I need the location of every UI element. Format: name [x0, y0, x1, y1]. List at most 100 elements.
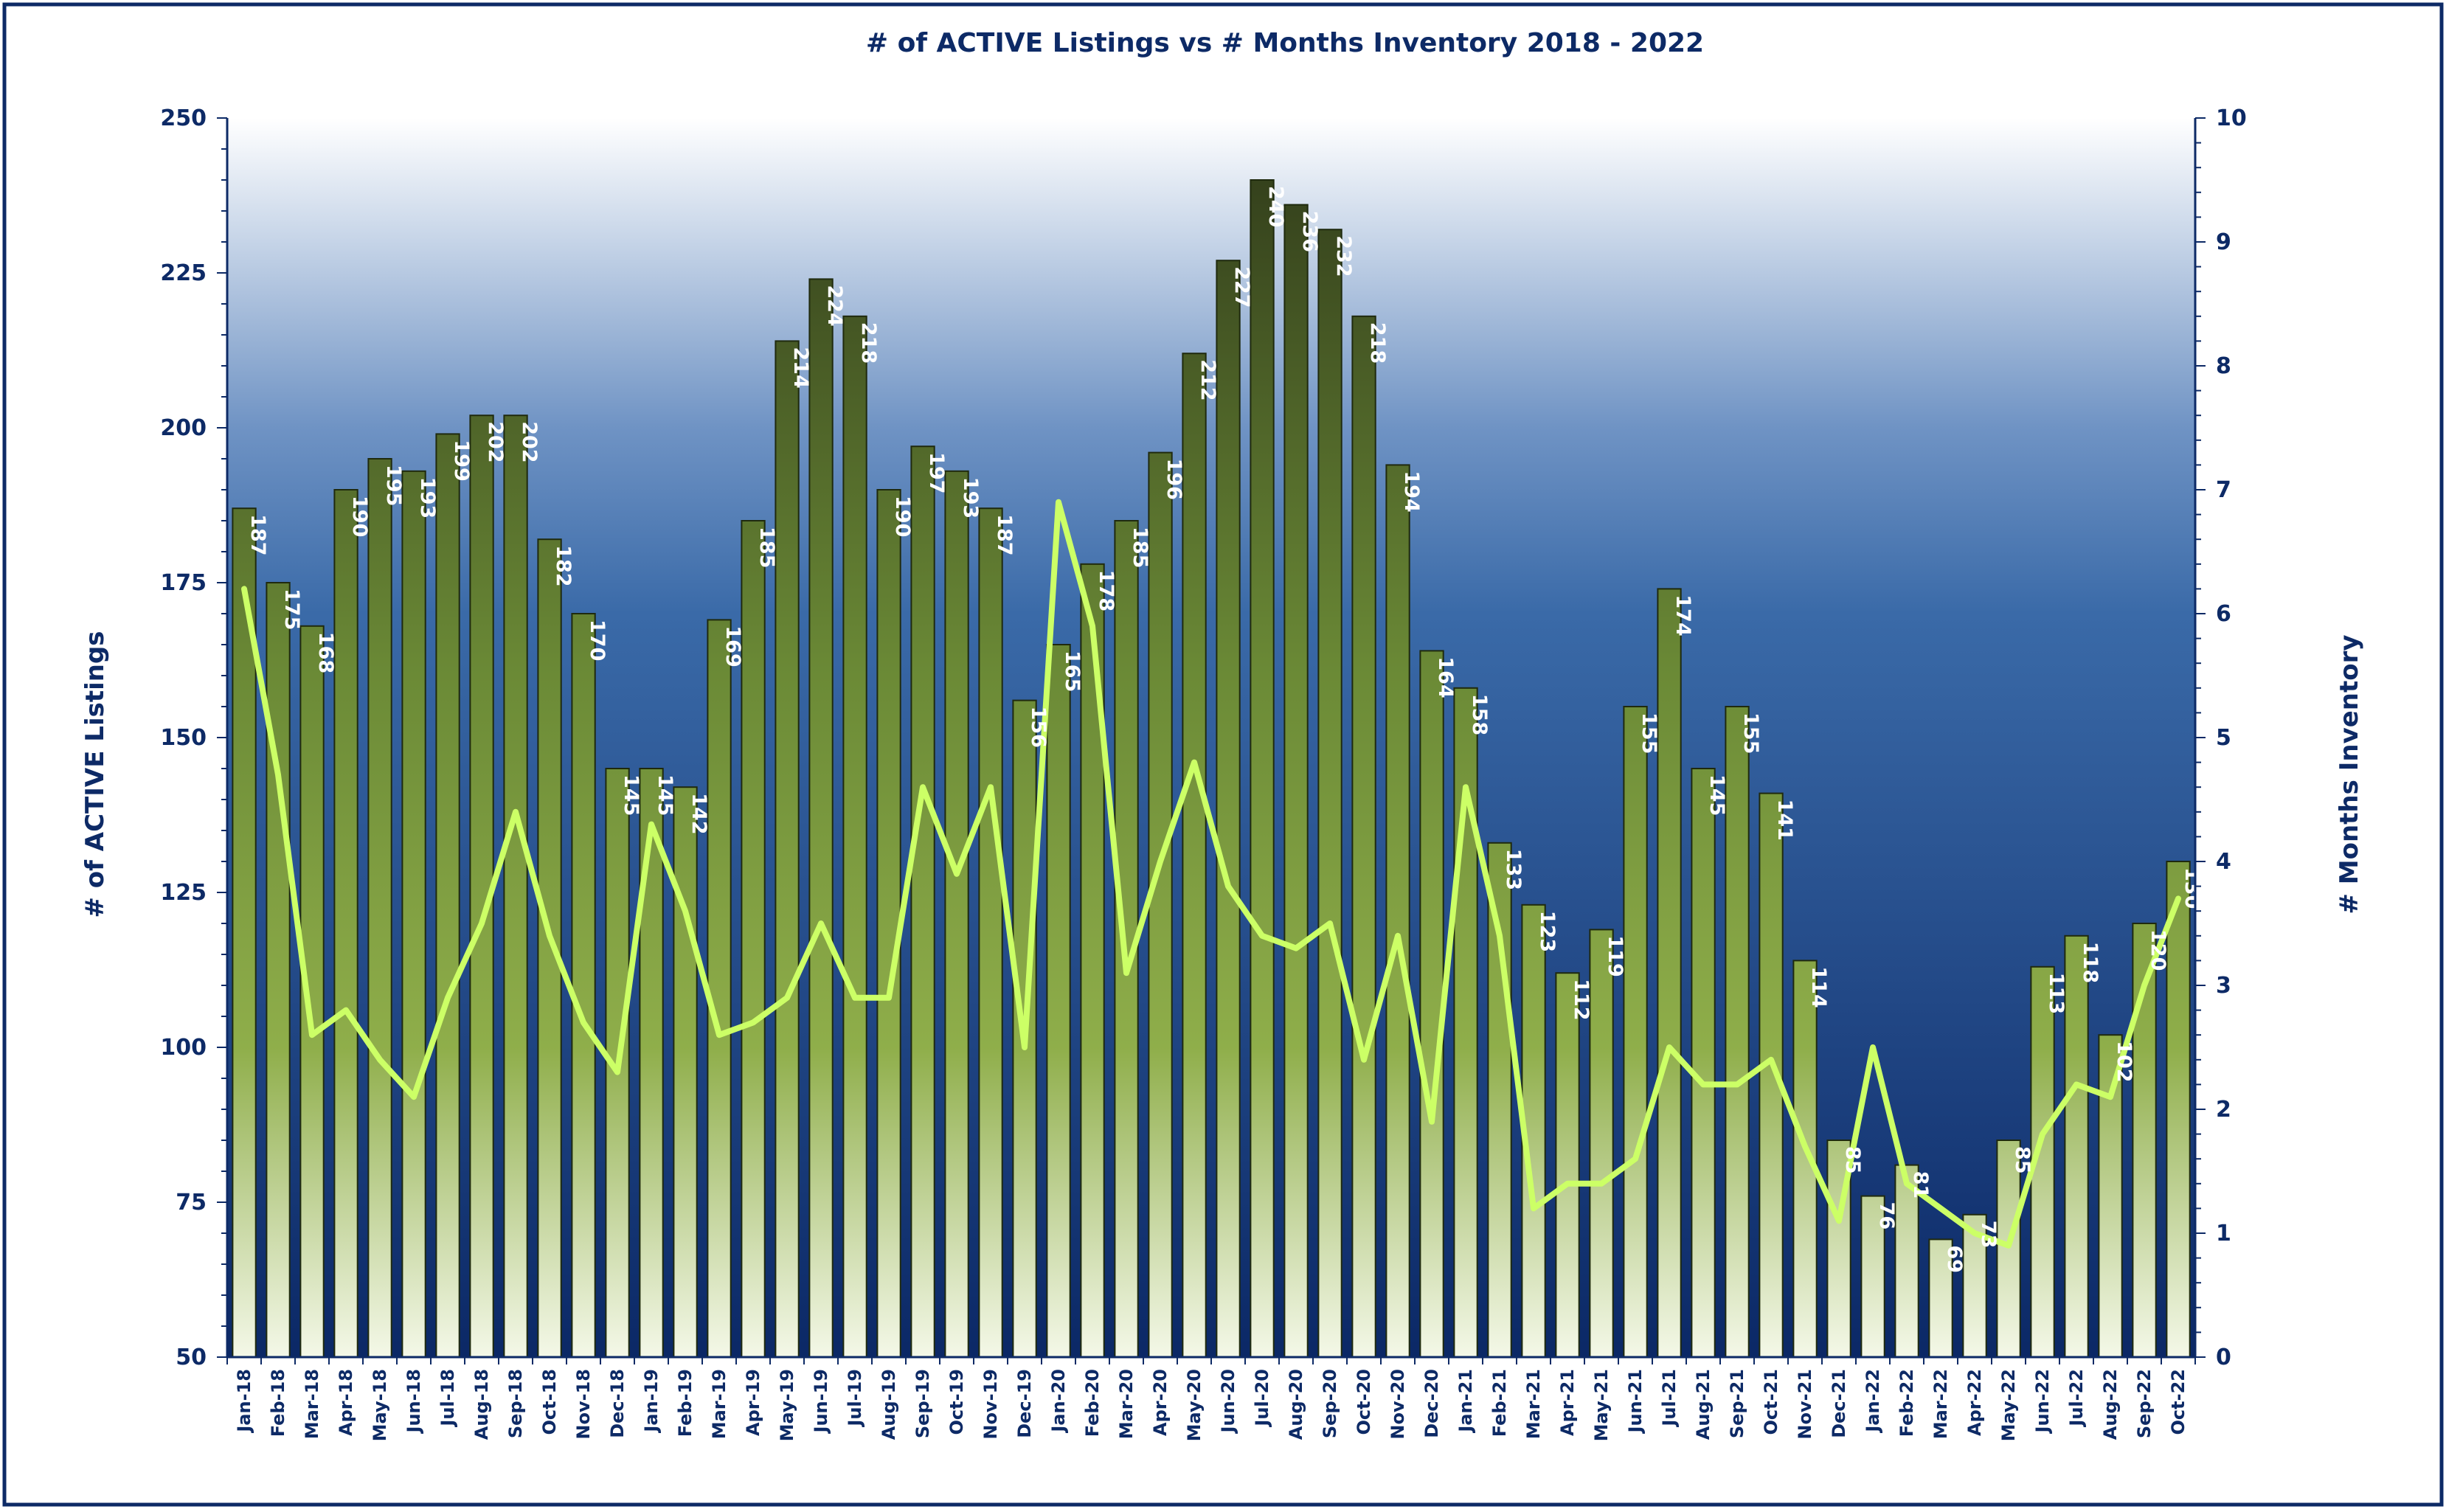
inventory-point: [1261, 934, 1263, 937]
inventory-point: [1872, 1047, 1874, 1048]
y-tick-label: 100: [160, 1035, 207, 1061]
bar-value-label: 194: [1400, 471, 1423, 512]
bar-value-label: 182: [552, 545, 575, 586]
x-tick-label: Dec-20: [1421, 1369, 1442, 1438]
inventory-point: [1906, 1182, 1908, 1185]
y2-tick-label: 5: [2216, 725, 2231, 751]
x-tick-label: Sep-21: [1727, 1369, 1747, 1438]
bar-jun-21: [1623, 706, 1648, 1358]
bar-jul-22: [2064, 934, 2089, 1359]
bar-aug-20: [1283, 204, 1309, 1359]
x-tick-label: Apr-20: [1150, 1369, 1171, 1436]
bar-value-label: 214: [789, 347, 812, 388]
inventory-point: [1431, 1120, 1432, 1123]
bar-value-label: 76: [1875, 1202, 1898, 1230]
bar-jan-20: [1046, 644, 1071, 1358]
bar-feb-21: [1487, 842, 1512, 1359]
bar-value-label: 169: [721, 625, 744, 667]
x-tick-label: Jan-22: [1863, 1369, 1883, 1434]
y-tick-label: 225: [160, 260, 207, 286]
bar-value-label: 145: [654, 774, 676, 816]
inventory-point: [752, 1022, 754, 1024]
bar-value-label: 202: [484, 421, 507, 462]
x-tick-label: Feb-19: [675, 1369, 696, 1437]
bar-jun-20: [1216, 260, 1241, 1359]
x-tick-label: Jun-22: [2032, 1369, 2053, 1434]
y-tick-label: 200: [160, 415, 207, 441]
inventory-point: [718, 1034, 720, 1036]
bar-feb-22: [1894, 1164, 1919, 1358]
inventory-point: [1635, 1158, 1636, 1160]
x-tick-label: Jan-20: [1048, 1369, 1069, 1434]
x-tick-label: Oct-20: [1354, 1369, 1374, 1435]
bar-value-label: 190: [891, 496, 914, 537]
bar-jan-22: [1860, 1195, 1885, 1358]
bar-value-label: 199: [450, 440, 473, 481]
inventory-point: [1193, 761, 1195, 763]
x-tick-label: Oct-19: [946, 1369, 967, 1435]
bar-jan-19: [639, 768, 664, 1358]
bar-value-label: 185: [1129, 527, 1151, 568]
x-tick-label: Aug-20: [1286, 1369, 1306, 1440]
inventory-point: [617, 1071, 618, 1073]
x-tick-label: Aug-19: [879, 1369, 899, 1440]
inventory-point: [651, 823, 652, 825]
inventory-point: [583, 1022, 584, 1024]
inventory-point: [1770, 1058, 1772, 1061]
bar-value-label: 112: [1570, 979, 1593, 1020]
bar-value-label: 164: [1434, 656, 1457, 698]
bar-value-label: 190: [348, 496, 371, 537]
x-tick-label: Jul-20: [1252, 1369, 1272, 1428]
inventory-point: [1024, 1047, 1025, 1048]
inventory-point: [2110, 1096, 2111, 1098]
x-tick-label: Jun-18: [403, 1369, 424, 1434]
bar-feb-18: [266, 582, 291, 1358]
bar-may-21: [1589, 929, 1614, 1358]
bar-value-label: 193: [959, 477, 982, 519]
inventory-point: [786, 996, 788, 999]
bar-aug-22: [2098, 1034, 2123, 1358]
bar-value-label: 145: [620, 774, 642, 816]
y2-tick-label: 8: [2216, 353, 2231, 379]
x-tick-label: Jun-20: [1218, 1369, 1238, 1434]
bar-aug-19: [876, 489, 901, 1358]
bar-value-label: 113: [2045, 973, 2068, 1014]
bar-sep-22: [2132, 923, 2157, 1358]
inventory-point: [854, 996, 856, 999]
x-tick-label: Aug-18: [471, 1369, 492, 1440]
x-tick-label: Mar-19: [709, 1369, 730, 1439]
bar-value-label: 218: [857, 322, 880, 364]
bar-sep-21: [1725, 706, 1750, 1358]
bar-nov-20: [1385, 464, 1410, 1358]
x-tick-label: Dec-21: [1829, 1369, 1849, 1438]
inventory-point: [1499, 934, 1500, 937]
bar-value-label: 158: [1468, 694, 1491, 735]
bar-value-label: 175: [280, 589, 303, 630]
inventory-point: [1940, 1207, 1941, 1210]
y-tick-label: 250: [160, 105, 207, 131]
bar-jul-20: [1250, 179, 1275, 1358]
bar-value-label: 120: [2147, 929, 2169, 971]
y-tick-label: 125: [160, 880, 207, 906]
x-tick-label: Apr-22: [1964, 1369, 1985, 1436]
bar-oct-22: [2166, 861, 2191, 1358]
bar-value-label: 165: [1061, 651, 1084, 692]
bar-value-label: 240: [1264, 186, 1287, 227]
bar-sep-18: [503, 415, 528, 1359]
bar-value-label: 170: [586, 620, 609, 661]
x-tick-label: Sep-20: [1320, 1369, 1340, 1438]
x-tick-label: Jul-18: [437, 1369, 458, 1428]
bar-aug-18: [469, 415, 494, 1359]
inventory-point: [1227, 885, 1229, 887]
inventory-point: [1702, 1083, 1704, 1086]
x-tick-label: Jul-21: [1659, 1369, 1680, 1428]
bar-mar-19: [707, 619, 732, 1358]
inventory-point: [277, 774, 279, 776]
bar-value-label: 197: [925, 452, 948, 493]
x-tick-label: Mar-22: [1930, 1369, 1951, 1439]
inventory-point: [345, 1009, 347, 1011]
y-tick-label: 175: [160, 570, 207, 596]
x-tick-label: Dec-18: [607, 1369, 628, 1438]
inventory-point: [1397, 934, 1399, 937]
bar-jan-18: [232, 507, 257, 1359]
